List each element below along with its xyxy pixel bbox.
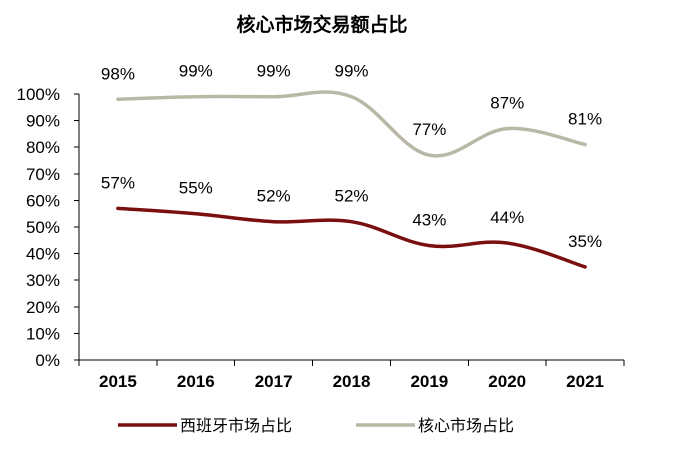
y-tick-label: 70% [26, 165, 60, 184]
y-tick-label: 50% [26, 218, 60, 237]
y-tick-label: 100% [17, 85, 60, 104]
y-tick-label: 90% [26, 112, 60, 131]
y-tick-label: 0% [35, 351, 60, 370]
x-tick-label: 2021 [566, 372, 604, 391]
data-labels: 57% 55% 52% 52% 43% 44% 35% 98% 99% 99% 99% 77% 87% 8… [101, 62, 602, 251]
y-axis: 0% 10% 20% 30% 40% 50% 60% 70% 80% 90% 100% [17, 85, 80, 370]
chart-title: 核心市场交易额占比 [236, 13, 407, 36]
data-label: 57% [101, 173, 135, 192]
x-tick-label: 2019 [410, 372, 448, 391]
data-label: 99% [257, 62, 291, 81]
y-tick-label: 30% [26, 271, 60, 290]
data-label: 35% [568, 232, 602, 251]
y-tick-label: 80% [26, 138, 60, 157]
series-layer [116, 90, 587, 269]
x-tick-label: 2018 [333, 372, 371, 391]
x-tick-label: 2016 [177, 372, 215, 391]
y-tick-label: 40% [26, 245, 60, 264]
x-tick-label: 2015 [99, 372, 137, 391]
data-label: 43% [412, 211, 446, 230]
data-label: 98% [101, 64, 135, 83]
data-label: 52% [257, 187, 291, 206]
data-label: 99% [179, 62, 213, 81]
x-axis: 2015 2016 2017 2018 2019 2020 2021 [78, 359, 625, 391]
legend-label: 核心市场占比 [418, 416, 514, 435]
x-tick-label: 2020 [488, 372, 526, 391]
data-label: 77% [412, 120, 446, 139]
y-tick-label: 10% [26, 324, 60, 343]
data-label: 87% [490, 94, 524, 113]
y-tick-label: 20% [26, 298, 60, 317]
legend-label: 西班牙市场占比 [180, 416, 292, 435]
data-label: 52% [334, 187, 368, 206]
legend: 西班牙市场占比 核心市场占比 [118, 416, 514, 435]
data-label: 55% [179, 179, 213, 198]
y-tick-label: 60% [26, 191, 60, 210]
data-label: 99% [334, 62, 368, 81]
data-label: 44% [490, 208, 524, 227]
data-label: 81% [568, 110, 602, 129]
x-tick-label: 2017 [255, 372, 293, 391]
